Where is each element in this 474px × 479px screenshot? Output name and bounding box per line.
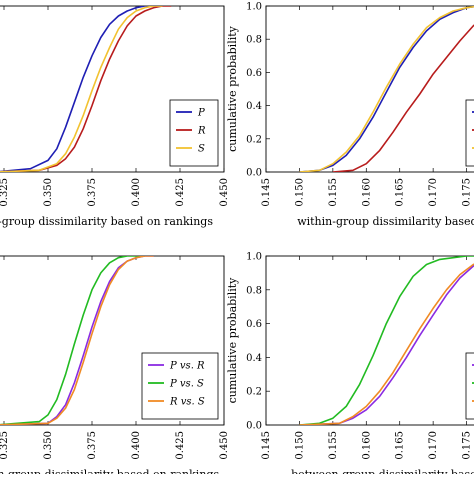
y-tick-label: 0.2 <box>246 387 262 398</box>
chart-panel-4: 0.145 0.150 0.155 0.160 0.165 0.170 0.175 0.0 0.… <box>226 252 474 479</box>
series-line-3 <box>299 6 474 172</box>
x-tick-label: 0.425 <box>175 431 186 460</box>
x-tick-label: 0.400 <box>131 431 142 460</box>
chart-panel-1: 0.325 0.350 0.375 0.400 0.425 0.450 within-gro… <box>0 5 230 228</box>
x-tick-label: 0.450 <box>219 431 230 460</box>
x-axis-label: within-group dissimilarity based on <box>297 215 474 228</box>
y-tick-label: 1.0 <box>246 2 262 13</box>
legend-box <box>141 352 219 420</box>
x-tick-label: 0.175 <box>462 431 473 460</box>
legend-label-1: P <box>197 108 205 119</box>
series-line-2 <box>299 256 474 425</box>
y-tick-label: 0.8 <box>246 285 262 296</box>
series-line-1 <box>0 6 163 172</box>
y-tick-label: 0.0 <box>246 168 262 179</box>
legend-box <box>465 352 474 420</box>
x-tick-label: 0.155 <box>328 431 339 460</box>
x-tick-label: 0.325 <box>0 431 10 460</box>
legend-label-2: R <box>197 126 206 137</box>
y-axis-label: cumulative probability <box>226 25 239 152</box>
series-line-2 <box>0 256 145 425</box>
x-axis-label: between group dissimilarity based on ran… <box>0 468 219 474</box>
plot-frame <box>265 255 474 426</box>
y-axis-label: cumulative probability <box>226 277 239 404</box>
legend-label-3: S <box>198 144 205 155</box>
x-tick-label: 0.375 <box>87 431 98 460</box>
x-tick-label: 0.165 <box>395 431 406 460</box>
y-tick-label: 1.0 <box>246 252 262 263</box>
series-line-2 <box>0 6 172 172</box>
x-tick-label: 0.325 <box>0 178 10 207</box>
legend-label-3: R vs. S <box>169 397 205 408</box>
y-tick-label: 0.0 <box>246 421 262 432</box>
x-tick-label: 0.350 <box>43 178 54 207</box>
legend-label-1: P vs. R <box>169 361 205 372</box>
x-tick-label: 0.425 <box>175 178 186 207</box>
x-tick-label: 0.145 <box>261 431 272 460</box>
x-tick-label: 0.160 <box>361 178 372 207</box>
y-tick-label: 0.6 <box>246 319 262 330</box>
y-tick-label: 0.2 <box>246 134 262 145</box>
x-tick-label: 0.175 <box>462 178 473 207</box>
x-tick-label: 0.450 <box>219 178 230 207</box>
series-line-2 <box>332 24 474 172</box>
series-line-1 <box>0 256 154 425</box>
plot-frame <box>265 5 474 173</box>
legend-box <box>169 99 219 167</box>
x-tick-label: 0.155 <box>328 178 339 207</box>
chart-panel-3: 0.325 0.350 0.375 0.400 0.425 0.450 between gr… <box>0 255 230 479</box>
legend-box <box>465 99 474 167</box>
legend-label-2: P vs. S <box>169 379 204 390</box>
x-tick-label: 0.150 <box>294 178 305 207</box>
series-line-3 <box>0 6 163 172</box>
chart-panel-2: 0.145 0.150 0.155 0.160 0.165 0.170 0.175 0.0 0.… <box>226 2 474 228</box>
y-tick-label: 0.6 <box>246 68 262 79</box>
series-line-3 <box>299 263 474 425</box>
x-tick-label: 0.375 <box>87 178 98 207</box>
x-tick-label: 0.165 <box>395 178 406 207</box>
y-tick-label: 0.4 <box>246 101 262 112</box>
y-tick-label: 0.8 <box>246 35 262 46</box>
x-tick-label: 0.150 <box>294 431 305 460</box>
x-tick-label: 0.170 <box>428 431 439 460</box>
x-tick-label: 0.400 <box>131 178 142 207</box>
x-tick-label: 0.145 <box>261 178 272 207</box>
x-tick-label: 0.160 <box>361 431 372 460</box>
series-line-3 <box>0 256 154 425</box>
x-axis-label: between group dissimilarity based on <box>291 468 474 474</box>
y-tick-label: 0.4 <box>246 353 262 364</box>
x-tick-label: 0.170 <box>428 178 439 207</box>
x-tick-label: 0.350 <box>43 431 54 460</box>
x-axis-label: within-group dissimilarity based on rank… <box>0 215 213 228</box>
series-line-1 <box>299 6 474 172</box>
series-line-1 <box>299 264 474 425</box>
